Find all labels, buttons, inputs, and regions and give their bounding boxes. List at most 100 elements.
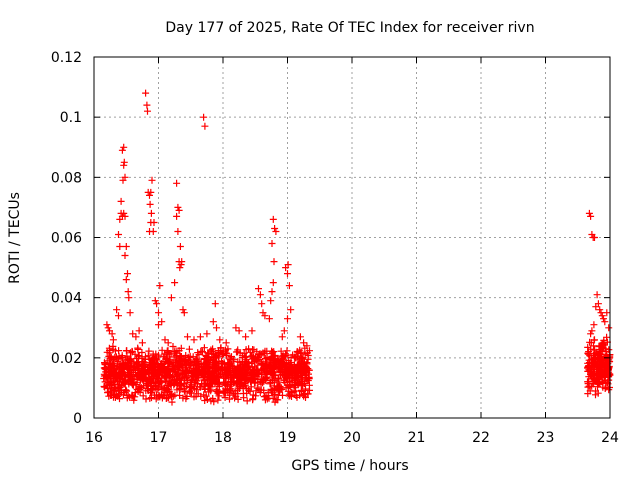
data-point bbox=[235, 377, 243, 385]
data-point bbox=[173, 372, 181, 380]
data-point bbox=[187, 360, 195, 368]
data-point bbox=[184, 367, 192, 375]
data-point bbox=[138, 370, 146, 378]
data-point bbox=[298, 378, 306, 386]
data-point bbox=[247, 378, 255, 386]
data-point bbox=[107, 354, 115, 361]
data-point bbox=[110, 386, 118, 394]
data-point bbox=[133, 372, 141, 380]
data-point bbox=[145, 366, 153, 374]
data-point bbox=[291, 354, 299, 362]
data-point bbox=[591, 234, 598, 241]
data-point bbox=[287, 383, 295, 391]
data-point bbox=[111, 347, 119, 355]
data-point bbox=[599, 379, 607, 386]
data-point bbox=[255, 385, 263, 393]
data-point bbox=[249, 346, 257, 353]
data-point bbox=[211, 300, 219, 308]
data-point bbox=[194, 362, 202, 370]
data-points bbox=[100, 89, 614, 406]
data-point bbox=[213, 357, 221, 365]
data-point bbox=[168, 398, 176, 406]
data-point bbox=[602, 383, 610, 391]
y-axis-label: ROTI / TECUs bbox=[7, 192, 23, 284]
data-point bbox=[127, 349, 134, 357]
data-point bbox=[590, 364, 598, 372]
data-point bbox=[121, 212, 129, 220]
data-point bbox=[265, 315, 273, 323]
data-point bbox=[586, 387, 594, 395]
data-point bbox=[213, 324, 220, 332]
y-tick-label: 0 bbox=[73, 411, 82, 427]
data-point bbox=[220, 359, 228, 367]
data-point bbox=[587, 330, 595, 338]
data-point bbox=[600, 315, 607, 323]
y-tick-label: 0.12 bbox=[51, 50, 82, 66]
x-tick-label: 24 bbox=[601, 430, 619, 446]
data-point bbox=[255, 285, 262, 293]
data-point bbox=[176, 392, 184, 399]
data-point bbox=[184, 355, 192, 363]
data-point bbox=[108, 330, 116, 338]
data-point bbox=[104, 324, 112, 332]
data-point bbox=[254, 361, 262, 369]
data-point bbox=[164, 339, 172, 347]
data-point bbox=[591, 346, 599, 354]
data-point bbox=[120, 158, 128, 166]
data-point bbox=[596, 306, 604, 314]
data-point bbox=[130, 396, 138, 404]
data-point bbox=[292, 368, 300, 375]
data-point bbox=[196, 333, 204, 341]
data-point bbox=[218, 351, 226, 359]
data-point bbox=[122, 243, 130, 250]
data-point bbox=[144, 352, 152, 360]
data-point bbox=[292, 352, 300, 360]
data-point bbox=[305, 375, 313, 383]
data-point bbox=[585, 378, 592, 386]
data-point bbox=[304, 355, 312, 363]
data-point bbox=[109, 336, 117, 344]
data-point bbox=[262, 377, 270, 385]
data-point bbox=[270, 258, 278, 266]
data-point bbox=[124, 360, 132, 368]
data-point bbox=[174, 228, 182, 235]
data-point bbox=[203, 330, 211, 338]
data-point bbox=[135, 327, 143, 335]
data-point bbox=[280, 371, 288, 379]
data-point bbox=[278, 333, 286, 341]
data-point bbox=[270, 348, 278, 356]
data-point bbox=[605, 324, 613, 332]
data-point bbox=[592, 370, 600, 378]
data-point bbox=[603, 309, 611, 317]
data-point bbox=[109, 342, 117, 350]
data-point bbox=[115, 312, 122, 320]
y-tick-label: 0.08 bbox=[51, 170, 82, 186]
x-tick-label: 22 bbox=[472, 430, 490, 446]
data-point bbox=[194, 390, 202, 398]
data-point bbox=[251, 379, 259, 387]
data-point bbox=[147, 188, 155, 196]
data-point bbox=[584, 363, 592, 371]
data-point bbox=[588, 327, 596, 335]
data-point bbox=[248, 352, 256, 360]
data-point bbox=[149, 228, 157, 235]
data-point bbox=[255, 370, 263, 378]
data-point bbox=[590, 352, 598, 360]
data-point bbox=[164, 347, 172, 355]
data-point bbox=[117, 197, 125, 205]
data-point bbox=[135, 366, 143, 374]
data-point bbox=[180, 309, 188, 317]
data-point bbox=[267, 297, 275, 305]
data-point bbox=[198, 380, 206, 388]
data-point bbox=[248, 327, 256, 335]
data-point bbox=[190, 336, 198, 344]
data-point bbox=[154, 368, 162, 376]
data-point bbox=[105, 359, 113, 367]
data-point bbox=[115, 231, 122, 238]
data-point bbox=[161, 336, 169, 344]
data-point bbox=[151, 364, 158, 372]
data-point bbox=[296, 333, 304, 341]
data-point bbox=[211, 364, 219, 372]
data-point bbox=[138, 339, 146, 347]
data-point bbox=[256, 377, 264, 385]
